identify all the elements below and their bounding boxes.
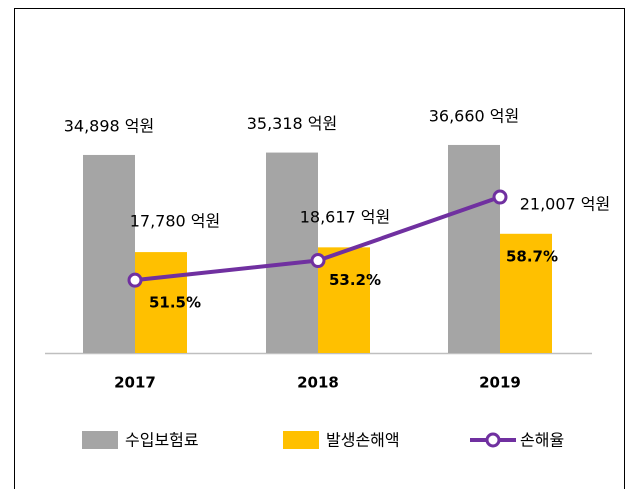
data-label: 34,898 억원 bbox=[64, 116, 155, 135]
bar bbox=[448, 144, 500, 353]
data-label: 51.5% bbox=[149, 294, 201, 312]
data-label: 36,660 억원 bbox=[429, 106, 520, 125]
bar bbox=[500, 233, 552, 353]
data-label: 58.7% bbox=[506, 248, 558, 266]
line-marker bbox=[127, 272, 143, 288]
legend-swatch bbox=[283, 431, 319, 449]
legend-marker bbox=[485, 432, 501, 448]
data-label: 21,007 억원 bbox=[520, 195, 611, 214]
data-label: 35,318 억원 bbox=[247, 114, 338, 133]
bar bbox=[135, 252, 187, 353]
x-tick-label: 2017 bbox=[114, 374, 156, 392]
legend-label: 수입보험료 bbox=[125, 431, 199, 450]
x-tick-label: 2018 bbox=[297, 374, 339, 392]
line-marker bbox=[310, 253, 326, 269]
legend-label: 발생손해액 bbox=[326, 431, 400, 450]
bar bbox=[318, 247, 370, 353]
bar bbox=[266, 152, 318, 353]
x-tick-label: 2019 bbox=[479, 374, 521, 392]
data-label: 17,780 억원 bbox=[130, 212, 221, 231]
legend-label: 손해율 bbox=[520, 431, 564, 450]
data-label: 18,617 억원 bbox=[300, 208, 391, 227]
bar bbox=[83, 154, 135, 353]
legend-swatch bbox=[82, 431, 118, 449]
data-label: 53.2% bbox=[329, 271, 381, 289]
line-marker bbox=[492, 189, 508, 205]
